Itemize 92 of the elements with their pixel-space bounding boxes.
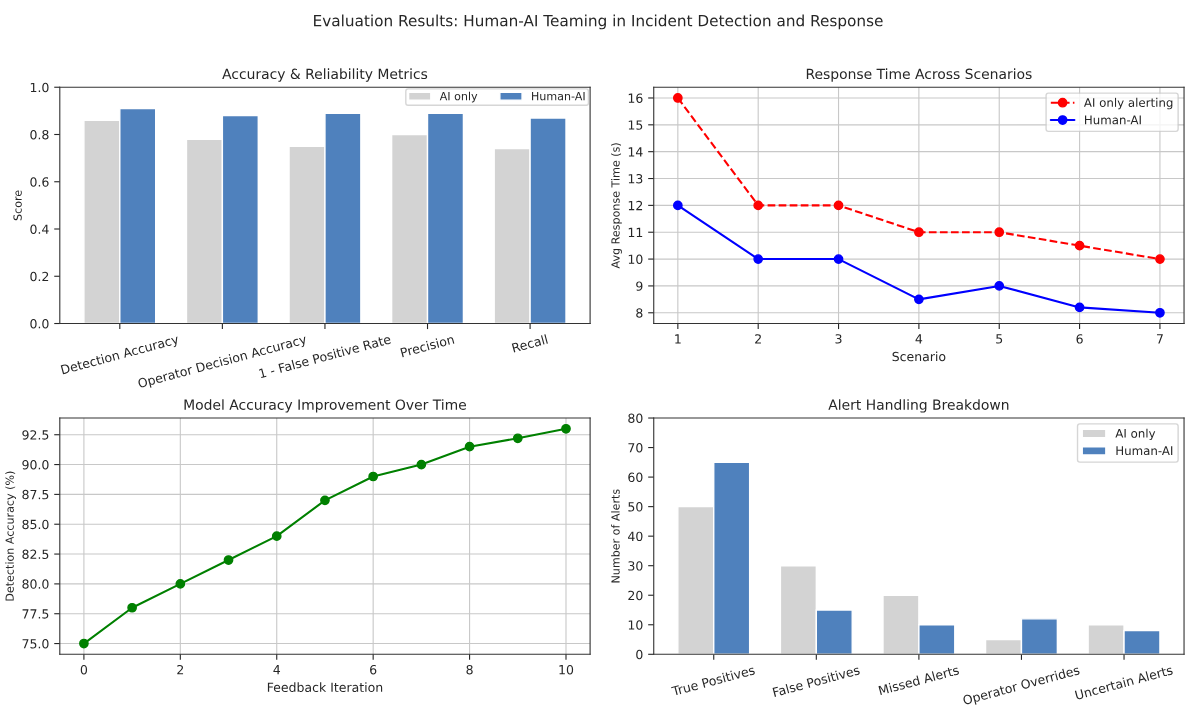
y-tick-label: 40 xyxy=(628,531,643,542)
legend-label: Human-AI xyxy=(532,92,585,101)
y-tick-label: 0.8 xyxy=(30,129,49,140)
point xyxy=(1074,302,1085,313)
point xyxy=(561,423,571,434)
y-tick-label: 0.0 xyxy=(30,318,49,329)
point xyxy=(914,294,924,305)
y-tick-label: 11 xyxy=(628,227,643,237)
legend-label: AI only xyxy=(439,91,478,103)
y-tick-label: 50 xyxy=(628,502,643,512)
x-tick-label: True Positives xyxy=(670,664,756,697)
y-tick-label: 87.5 xyxy=(22,489,49,500)
point xyxy=(175,579,186,589)
x-tick-label: Precision xyxy=(400,334,455,358)
point xyxy=(1155,254,1165,264)
x-tick-label: Recall xyxy=(511,334,548,353)
x-tick-label: 8 xyxy=(466,664,473,675)
point xyxy=(320,495,330,506)
legend-label: AI only alerting xyxy=(1083,97,1173,110)
y-tick-label: 12 xyxy=(628,200,643,211)
point xyxy=(672,200,683,211)
y-tick-label: 85.0 xyxy=(22,519,49,530)
chart-title: Alert Handling Breakdown xyxy=(828,399,1009,413)
x-tick-label: Missed Alerts xyxy=(878,664,960,696)
point xyxy=(464,441,475,452)
x-tick-label: 6 xyxy=(1076,334,1083,344)
y-tick-label: 10 xyxy=(628,254,643,264)
y-tick-label: 15 xyxy=(628,120,643,130)
x-tick-label: False Positives xyxy=(772,664,861,698)
y-tick-label: 8 xyxy=(636,308,643,318)
point xyxy=(994,281,1005,291)
y-tick-label: 90.0 xyxy=(22,460,49,470)
point xyxy=(416,459,427,470)
y-tick-label: 9 xyxy=(636,281,643,291)
chart-title: Response Time Across Scenarios xyxy=(806,68,1032,82)
y-tick-label: 10 xyxy=(628,620,643,630)
y-tick-label: 14 xyxy=(628,147,643,157)
y-tick-label: 70 xyxy=(628,443,643,453)
x-tick-label: 5 xyxy=(996,334,1003,344)
point xyxy=(223,555,234,565)
x-tick-label: 10 xyxy=(559,664,574,675)
point xyxy=(127,602,137,613)
x-tick-label: 2 xyxy=(755,334,761,344)
y-tick-label: 0.2 xyxy=(30,271,49,282)
point xyxy=(271,531,282,542)
text: Evaluation Results: Human-AI Teaming in Incident Detection and Response xyxy=(314,14,883,30)
point xyxy=(833,200,844,211)
point xyxy=(914,227,924,238)
y-tick-label: 16 xyxy=(628,93,643,103)
y-tick-label: 0.6 xyxy=(30,177,49,187)
point xyxy=(753,200,764,211)
y-tick-label: 80 xyxy=(628,413,643,423)
point xyxy=(512,433,523,444)
point xyxy=(368,471,379,482)
x-tick-label: 6 xyxy=(370,664,377,675)
x-axis-title: Feedback Iteration xyxy=(267,682,383,693)
x-tick-label: 0 xyxy=(80,664,88,675)
y-tick-label: 92.5 xyxy=(22,430,49,440)
x-tick-label: 7 xyxy=(1156,334,1163,344)
y-tick-label: 0 xyxy=(636,649,643,660)
y-tick-label: 1.0 xyxy=(30,82,49,93)
y-axis-title: Detection Accuracy (%) xyxy=(5,471,16,601)
point xyxy=(79,638,89,649)
y-tick-label: 20 xyxy=(628,590,643,601)
legend-label: Human-AI xyxy=(1116,446,1173,456)
point xyxy=(994,227,1005,238)
legend-label: Human-AI xyxy=(1085,115,1141,125)
y-tick-label: 80.0 xyxy=(22,579,49,589)
x-tick-label: 1 xyxy=(675,334,681,344)
point xyxy=(672,93,683,103)
y-tick-label: 30 xyxy=(628,561,643,571)
x-tick-label: 4 xyxy=(273,665,281,675)
x-tick-label: 2 xyxy=(177,664,184,675)
y-tick-label: 0.4 xyxy=(30,224,49,234)
y-tick-label: 13 xyxy=(628,174,643,184)
chart-title: Accuracy & Reliability Metrics xyxy=(222,68,428,82)
y-tick-label: 82.5 xyxy=(22,549,49,559)
y-axis-title: Avg Response Time (s) xyxy=(611,143,622,269)
y-axis-title: Score xyxy=(13,190,22,221)
y-tick-label: 60 xyxy=(628,472,643,483)
point xyxy=(1074,240,1085,251)
point xyxy=(753,254,764,264)
y-tick-label: 75.0 xyxy=(22,639,49,649)
chart-title: Model Accuracy Improvement Over Time xyxy=(184,399,466,413)
x-axis-title: Scenario xyxy=(892,351,946,362)
legend-label: AI only xyxy=(1115,428,1156,441)
x-tick-label: 3 xyxy=(835,334,842,344)
y-tick-label: 77.5 xyxy=(22,609,49,619)
x-tick-label: 4 xyxy=(915,334,923,344)
point xyxy=(1155,307,1165,318)
y-axis-title: Number of Alerts xyxy=(611,489,620,583)
point xyxy=(833,254,844,264)
